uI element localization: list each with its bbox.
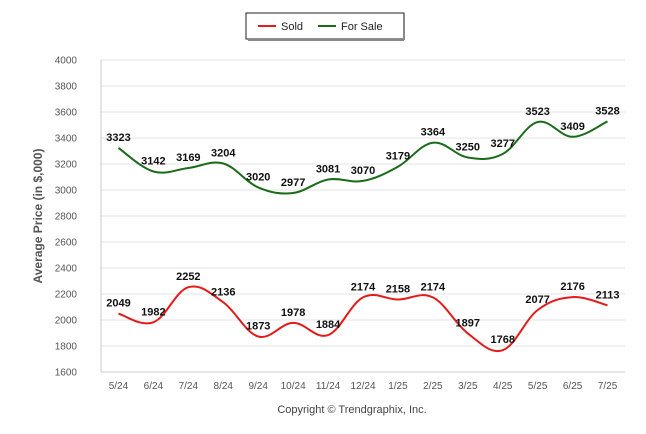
data-label-for-sale: 3179	[386, 151, 410, 163]
data-label-sold: 1873	[246, 321, 270, 333]
data-label-sold: 2176	[560, 281, 584, 293]
y-axis-ticks: 1600 1800 2000 2200 2400 2600 2800 3000 3200 3400…	[55, 56, 78, 379]
series-line-for-sale	[117, 120, 608, 195]
y-tick-label: 2400	[55, 264, 78, 275]
x-tick-label: 5/25	[528, 381, 548, 392]
y-tick-label: 3400	[55, 134, 78, 145]
y-tick-label: 1600	[55, 368, 78, 379]
data-label-for-sale: 3169	[176, 152, 200, 164]
data-label-for-sale: 3528	[595, 105, 619, 117]
data-labels: 2049 1982 2252 2136 1873 1978 1884 2174 2158 2174…	[106, 105, 620, 346]
data-label-sold: 1897	[456, 317, 480, 329]
data-label-for-sale: 3070	[351, 165, 375, 177]
data-label-for-sale: 3323	[106, 132, 130, 144]
data-label-sold: 1768	[490, 334, 514, 346]
x-tick-label: 8/24	[214, 381, 234, 392]
x-tick-label: 7/25	[598, 381, 618, 392]
data-label-sold: 1978	[281, 307, 305, 319]
data-label-for-sale: 2977	[281, 177, 305, 189]
x-tick-label: 11/24	[316, 381, 341, 392]
x-tick-label: 3/25	[458, 381, 478, 392]
y-tick-label: 2600	[55, 238, 78, 249]
data-label-for-sale: 3020	[246, 171, 270, 183]
x-tick-label: 4/25	[493, 381, 513, 392]
copyright-footer: Copyright © Trendgraphix, Inc.	[277, 404, 426, 416]
data-label-for-sale: 3081	[316, 163, 340, 175]
x-tick-label: 10/24	[281, 381, 306, 392]
y-tick-label: 2800	[55, 212, 78, 223]
data-label-for-sale: 3523	[525, 106, 549, 118]
data-label-sold: 1982	[141, 306, 165, 318]
data-label-sold: 2252	[176, 271, 200, 283]
data-label-for-sale: 3142	[141, 156, 165, 168]
grid	[100, 59, 625, 373]
data-label-sold: 2174	[351, 281, 376, 293]
legend-label-for-sale: For Sale	[341, 21, 383, 33]
y-tick-label: 3800	[55, 82, 78, 93]
data-label-sold: 2174	[421, 281, 446, 293]
x-tick-label: 2/25	[423, 381, 443, 392]
y-axis-label: Average Price (in $,000)	[31, 149, 45, 284]
x-tick-label: 1/25	[388, 381, 408, 392]
data-label-for-sale: 3364	[421, 127, 446, 139]
legend-label-sold: Sold	[281, 21, 303, 33]
legend: Sold For Sale	[245, 12, 405, 41]
x-axis-ticks: 5/24 6/24 7/24 8/24 9/24 10/24 11/24 12/24 1/25 2…	[109, 381, 618, 392]
data-label-for-sale: 3204	[211, 147, 236, 159]
data-label-sold: 2113	[596, 289, 620, 301]
x-tick-label: 9/24	[248, 381, 268, 392]
data-label-for-sale: 3277	[490, 138, 514, 150]
y-tick-label: 4000	[55, 56, 78, 67]
data-label-for-sale: 3409	[560, 121, 584, 133]
y-tick-label: 2200	[55, 290, 78, 301]
data-label-sold: 2136	[211, 286, 235, 298]
x-tick-label: 12/24	[350, 381, 375, 392]
data-label-sold: 1884	[316, 319, 341, 331]
x-tick-label: 6/25	[563, 381, 583, 392]
y-tick-label: 2000	[55, 316, 78, 327]
data-label-sold: 2049	[106, 298, 130, 310]
y-tick-label: 3600	[55, 108, 78, 119]
y-tick-label: 3200	[55, 160, 78, 171]
y-tick-label: 3000	[55, 186, 78, 197]
x-tick-label: 6/24	[144, 381, 164, 392]
x-tick-label: 5/24	[109, 381, 129, 392]
x-tick-label: 7/24	[179, 381, 199, 392]
data-label-sold: 2077	[525, 294, 549, 306]
data-label-sold: 2158	[386, 283, 410, 295]
y-tick-label: 1800	[55, 342, 78, 353]
series-lines	[117, 120, 608, 353]
series-line-sold	[118, 285, 608, 353]
data-label-for-sale: 3250	[456, 142, 480, 154]
